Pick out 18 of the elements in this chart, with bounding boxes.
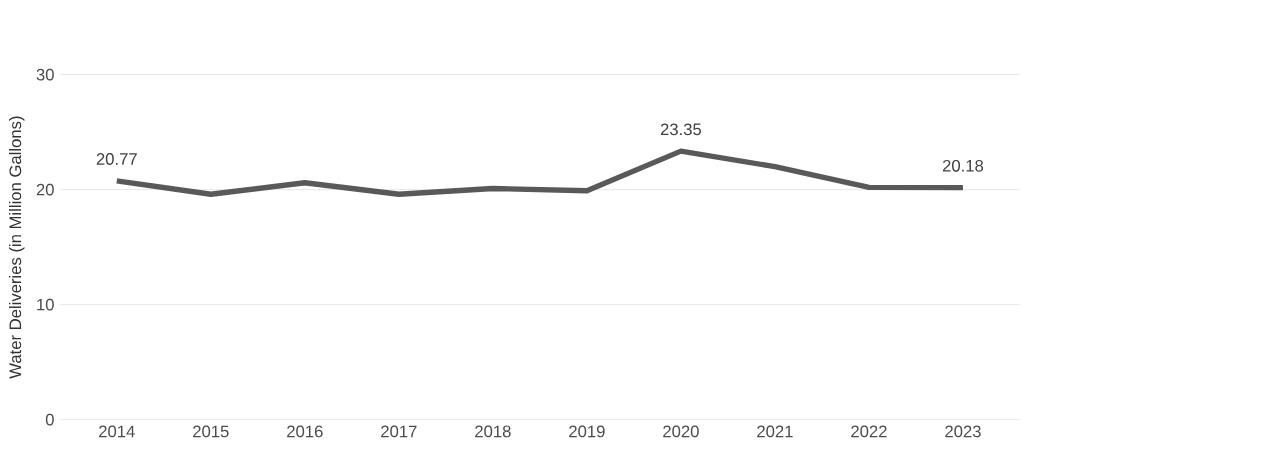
- data-label: 20.18: [942, 159, 984, 172]
- x-tick-label: 2021: [757, 425, 793, 438]
- x-tick-label: 2019: [569, 425, 605, 438]
- x-tick-label: 2023: [945, 425, 981, 438]
- x-tick-label: 2020: [663, 425, 699, 438]
- x-tick-label: 2016: [287, 425, 323, 438]
- y-tick-label: 10: [37, 298, 54, 311]
- x-tick-label: 2018: [475, 425, 511, 438]
- y-axis-title: Water Deliveries (in Million Gallons): [8, 116, 25, 379]
- x-tick-label: 2022: [851, 425, 887, 438]
- x-tick-label: 2015: [193, 425, 229, 438]
- data-label: 23.35: [660, 123, 702, 136]
- x-tick-label: 2014: [99, 425, 135, 438]
- y-tick-label: 20: [36, 183, 54, 196]
- x-tick-label: 2017: [381, 425, 417, 438]
- y-tick-label: 30: [36, 68, 54, 81]
- y-tick-label: 0: [45, 413, 54, 426]
- data-label: 20.77: [96, 153, 137, 165]
